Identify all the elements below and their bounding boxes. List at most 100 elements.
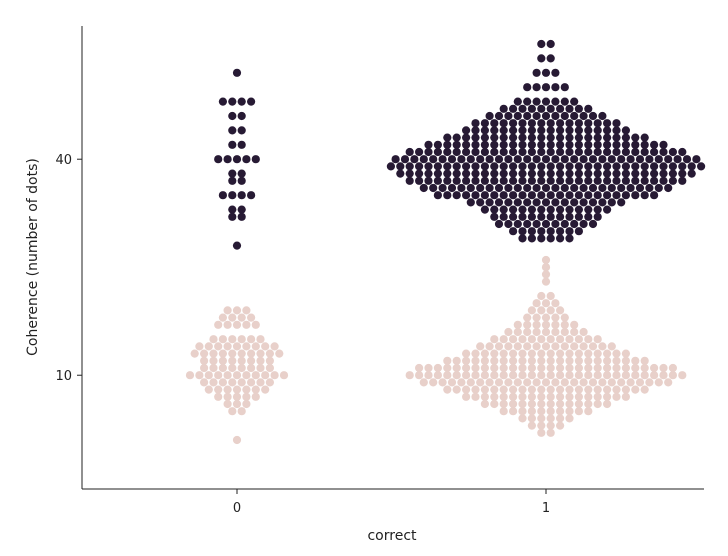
swarm-point-1-high: [584, 133, 593, 142]
swarm-point-1-low: [668, 363, 678, 373]
swarm-point-1-low: [480, 385, 489, 394]
swarm-point-1-high: [659, 147, 668, 157]
swarm-point-0-low: [261, 385, 270, 394]
swarm-point-1-high: [584, 119, 593, 128]
swarm-point-1-high: [452, 176, 461, 185]
swarm-point-0-low: [214, 342, 223, 351]
swarm-point-1-low: [593, 385, 602, 394]
swarm-point-1-high: [560, 155, 569, 164]
swarm-point-1-high: [433, 162, 442, 171]
swarm-point-1-high: [499, 176, 508, 185]
swarm-point-0-low: [200, 363, 209, 373]
swarm-point-1-high: [621, 162, 631, 171]
swarm-point-1-high: [565, 176, 574, 185]
swarm-point-1-high: [480, 133, 489, 142]
swarm-point-1-high: [433, 169, 442, 178]
swarm-point-1-high: [494, 111, 504, 121]
swarm-point-1-low: [504, 342, 513, 351]
swarm-point-1-high: [546, 104, 555, 113]
swarm-point-1-high: [457, 183, 466, 193]
swarm-point-0-low: [261, 342, 270, 351]
swarm-point-1-low: [612, 392, 621, 401]
swarm-point-0-low: [256, 356, 265, 365]
swarm-point-1-low: [607, 342, 616, 351]
swarm-point-1-low: [462, 363, 471, 373]
swarm-point-1-high: [532, 155, 541, 164]
swarm-point-1-high: [537, 133, 546, 142]
swarm-point-1-low: [607, 378, 616, 387]
swarm-point-1-high: [457, 155, 466, 164]
swarm-point-1-low: [457, 378, 466, 387]
swarm-point-1-high: [490, 119, 499, 128]
swarm-point-1-low: [471, 356, 480, 365]
swarm-point-1-low: [570, 327, 579, 337]
swarm-point-0-low: [218, 349, 227, 358]
swarm-point-1-low: [546, 356, 555, 365]
swarm-point-1-low: [626, 378, 635, 387]
swarm-point-1-high: [504, 111, 513, 121]
swarm-point-1-high: [631, 176, 640, 185]
swarm-point-1-high: [518, 176, 527, 185]
swarm-point-1-low: [565, 363, 574, 373]
swarm-point-1-high: [518, 126, 527, 135]
swarm-point-1-high: [499, 104, 508, 113]
swarm-point-0-high: [228, 191, 237, 200]
swarm-point-1-high: [584, 140, 593, 149]
swarm-point-1-high: [443, 133, 452, 142]
swarm-point-1-low: [527, 363, 537, 373]
swarm-point-1-high: [410, 155, 419, 164]
swarm-point-1-low: [654, 378, 663, 387]
swarm-point-1-high: [527, 147, 537, 157]
swarm-point-1-low: [574, 385, 584, 394]
swarm-point-1-high: [593, 176, 602, 185]
swarm-point-1-low: [499, 399, 508, 409]
swarm-point-1-high: [556, 234, 565, 243]
swarm-point-1-high: [617, 155, 626, 164]
swarm-point-1-low: [560, 378, 569, 387]
swarm-point-1-high: [598, 183, 607, 193]
swarm-point-1-high: [551, 219, 560, 229]
swarm-point-1-high: [682, 155, 692, 164]
swarm-point-1-low: [476, 342, 485, 351]
swarm-point-1-high: [480, 176, 489, 185]
swarm-point-1-low: [603, 399, 612, 409]
swarm-point-1-high: [396, 162, 405, 171]
swarm-point-1-high: [574, 140, 584, 149]
swarm-point-1-high: [631, 140, 640, 149]
swarm-point-1-high: [546, 39, 555, 49]
swarm-point-1-high: [513, 183, 522, 193]
swarm-point-1-high: [668, 147, 678, 157]
swarm-point-1-high: [462, 126, 471, 135]
swarm-point-0-low: [237, 313, 246, 322]
swarm-point-1-high: [546, 140, 555, 149]
swarm-point-1-high: [565, 227, 574, 236]
swarm-point-1-low: [424, 371, 433, 380]
swarm-point-0-low: [190, 349, 199, 358]
swarm-point-1-high: [551, 198, 560, 207]
swarm-point-1-high: [598, 111, 607, 121]
swarm-point-1-high: [584, 176, 593, 185]
swarm-point-1-low: [494, 342, 504, 351]
swarm-point-1-high: [447, 183, 457, 193]
swarm-point-1-high: [480, 191, 489, 200]
swarm-point-1-low: [508, 335, 518, 344]
swarm-point-1-low: [518, 414, 527, 423]
swarm-point-1-high: [584, 162, 593, 171]
swarm-point-1-high: [565, 162, 574, 171]
swarm-point-1-low: [452, 385, 461, 394]
swarm-point-1-high: [626, 183, 635, 193]
swarm-point-1-low: [527, 356, 537, 365]
swarm-point-1-high: [504, 219, 513, 229]
swarm-point-1-low: [532, 342, 541, 351]
swarm-point-1-high: [556, 126, 565, 135]
swarm-point-0-low: [232, 399, 242, 409]
swarm-point-1-high: [527, 191, 537, 200]
swarm-point-1-high: [546, 119, 555, 128]
swarm-point-0-low: [228, 363, 237, 373]
swarm-point-1-low: [650, 371, 659, 380]
swarm-point-1-low: [527, 421, 537, 430]
swarm-point-1-low: [523, 342, 532, 351]
swarm-point-1-high: [424, 147, 433, 157]
swarm-point-1-high: [485, 198, 494, 207]
x-tick-label: 1: [542, 501, 550, 516]
